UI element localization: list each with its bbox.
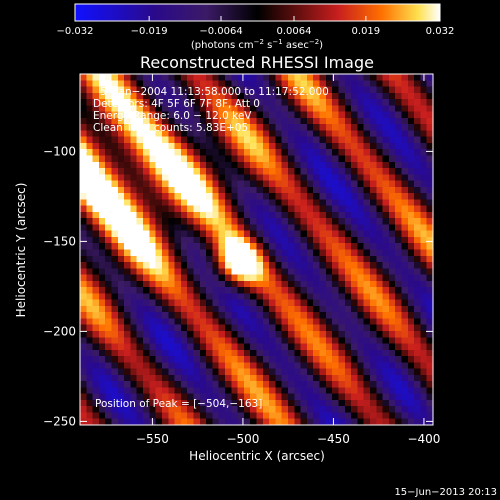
colorbar: −0.032 −0.019 −0.0064 0.0064 0.019 0.032 (pho… [56, 3, 454, 51]
colorbar-tick-label: 0.019 [352, 26, 381, 37]
annotation-peak: Position of Peak = [−504,−163] [95, 398, 262, 410]
plot-frame [79, 73, 434, 426]
colorbar-units: (photons cm−2 s−1 asec−2) [191, 38, 323, 51]
heatmap-image [80, 74, 433, 425]
colorbar-tick-label: 0.0064 [277, 26, 312, 37]
colorbar-tick-label: −0.019 [131, 26, 168, 37]
x-tick-label: −550 [136, 432, 169, 446]
y-tick-label: −100 [43, 144, 76, 158]
annotation-time: 5−Jan−2004 11:13:58.000 to 11:17:52.000 [100, 86, 329, 98]
colorbar-gradient [74, 3, 441, 22]
y-tick-label: −200 [43, 324, 76, 338]
colorbar-ticks: −0.032 −0.019 −0.0064 0.0064 0.019 0.032 [56, 16, 454, 37]
annotation-detectors: Detectors: 4F 5F 6F 7F 8F, Att 0 [93, 98, 260, 110]
heatmap [80, 74, 433, 425]
y-axis-label: Heliocentric Y (arcsec) [14, 183, 28, 318]
y-tick-label: −250 [43, 414, 76, 428]
y-tick-label: −150 [43, 234, 76, 248]
y-axis: −100 −150 −200 −250 [43, 144, 433, 428]
colorbar-tick-label: 0.032 [426, 26, 455, 37]
annotation-energy: Energy Range: 6.0 − 12.0 keV [93, 110, 252, 122]
footer-date: 15−Jun−2013 20:13 [394, 487, 497, 498]
colorbar-tick-label: −0.032 [56, 26, 93, 37]
x-tick-label: −400 [407, 432, 440, 446]
chart-title: Reconstructed RHESSI Image [140, 53, 374, 72]
x-axis-label: Heliocentric X (arcsec) [189, 449, 325, 463]
x-tick-label: −500 [226, 432, 259, 446]
x-axis: −550 −500 −450 −400 [136, 74, 440, 446]
colorbar-tick-label: −0.0064 [199, 26, 242, 37]
annotation-clean: Clean Total counts: 5.83E+05 [93, 122, 248, 134]
x-tick-label: −450 [317, 432, 350, 446]
annotations: 5−Jan−2004 11:13:58.000 to 11:17:52.000 … [93, 86, 329, 410]
